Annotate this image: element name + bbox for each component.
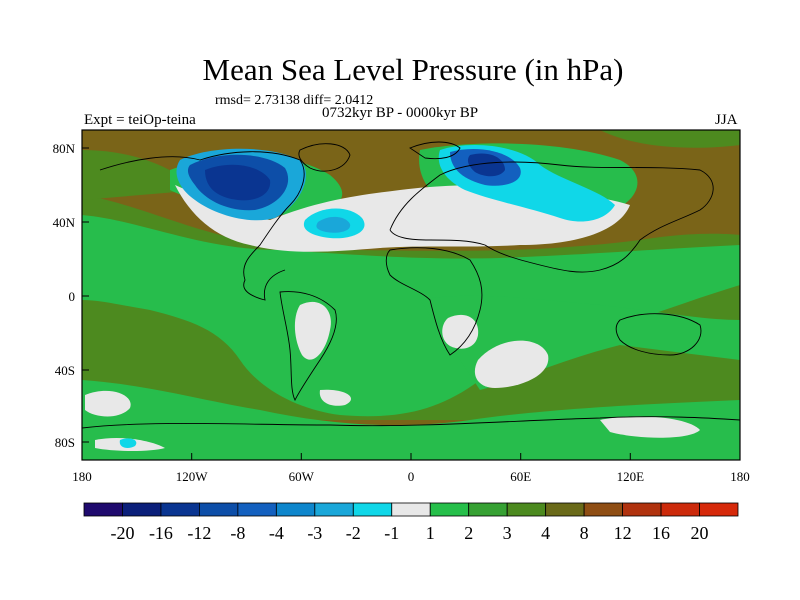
gray-south-atlantic bbox=[319, 389, 351, 406]
colorbar-swatch bbox=[122, 502, 162, 517]
map-area bbox=[82, 130, 740, 460]
stats-line: rmsd= 2.73138 diff= 2.0412 bbox=[215, 93, 374, 108]
colorbar-label: 12 bbox=[614, 523, 632, 543]
colorbar-swatch bbox=[699, 502, 739, 517]
colorbar-swatch bbox=[199, 502, 239, 517]
period-label: 0732kyr BP - 0000kyr BP bbox=[322, 105, 479, 121]
coast-north-america bbox=[99, 151, 305, 301]
colorbar-label: 1 bbox=[426, 523, 435, 543]
colorbar-label: 2 bbox=[464, 523, 473, 543]
colorbar-swatch bbox=[583, 502, 623, 517]
lat-label: 40S bbox=[55, 363, 75, 378]
coastlines bbox=[82, 141, 740, 429]
season-label: JJA bbox=[715, 112, 738, 128]
colorbar-label: -12 bbox=[187, 523, 211, 543]
green-southern-ocean bbox=[82, 380, 740, 460]
colorbar-swatch bbox=[314, 502, 354, 517]
deep-blue-eurasia bbox=[467, 153, 505, 177]
lat-label: 80S bbox=[55, 435, 75, 450]
coast-greenland bbox=[298, 143, 351, 172]
colorbar-label: 3 bbox=[503, 523, 512, 543]
colorbar-swatch bbox=[506, 502, 547, 517]
colorbar-swatch bbox=[275, 502, 316, 517]
coast-eurasia bbox=[389, 161, 714, 273]
coast-antarctica bbox=[82, 416, 740, 429]
colorbar: -20 -16 -12 -8 -4 -3 -2 -1 1 2 3 4 8 12 16 20 bbox=[83, 502, 739, 543]
colorbar-swatch bbox=[352, 502, 393, 517]
colorbar-label: -8 bbox=[230, 523, 245, 543]
colorbar-swatch bbox=[622, 502, 662, 517]
lon-label: 180 bbox=[730, 469, 750, 484]
colorbar-swatch bbox=[429, 502, 470, 517]
coast-australia bbox=[615, 313, 702, 356]
colorbar-swatch bbox=[660, 502, 700, 517]
longitude-axis: 180 120W 60W 0 60E 120E 180 bbox=[72, 453, 750, 484]
coast-scandinavia bbox=[409, 141, 461, 160]
lon-label: 60E bbox=[510, 469, 531, 484]
colorbar-label: -16 bbox=[149, 523, 173, 543]
blue-atlantic-core bbox=[316, 216, 351, 233]
experiment-label: Expt = teiOp-teina bbox=[84, 112, 196, 128]
latitude-axis: 80N 40N 0 40S 80S bbox=[53, 141, 89, 450]
green-belt bbox=[82, 215, 740, 417]
colorbar-swatch bbox=[83, 502, 123, 517]
chart-title: Mean Sea Level Pressure (in hPa) bbox=[202, 52, 624, 87]
gray-africa bbox=[442, 314, 479, 349]
colorbar-swatch bbox=[391, 502, 431, 517]
coast-africa bbox=[385, 247, 483, 356]
colorbar-swatch bbox=[237, 502, 277, 517]
gray-south-pacific-west bbox=[85, 390, 131, 417]
lat-label: 0 bbox=[69, 289, 76, 304]
colorbar-swatch bbox=[545, 502, 585, 517]
colorbar-label: 20 bbox=[691, 523, 709, 543]
colorbar-swatch bbox=[468, 502, 508, 517]
colorbar-label: -2 bbox=[346, 523, 361, 543]
lon-label: 60W bbox=[289, 469, 315, 484]
lon-label: 0 bbox=[408, 469, 415, 484]
colorbar-label: 16 bbox=[652, 523, 670, 543]
deepest-blue-north-america bbox=[205, 164, 271, 201]
gray-antarctic-east bbox=[600, 416, 700, 438]
lat-label: 80N bbox=[53, 141, 76, 156]
colorbar-swatch bbox=[160, 502, 200, 517]
lat-label: 40N bbox=[53, 215, 76, 230]
colorbar-label: 4 bbox=[541, 523, 550, 543]
lon-label: 180 bbox=[72, 469, 92, 484]
cyan-antarctic bbox=[119, 438, 137, 448]
lon-label: 120E bbox=[617, 469, 645, 484]
lon-label: 120W bbox=[176, 469, 209, 484]
colorbar-label: -3 bbox=[307, 523, 322, 543]
colorbar-label: -20 bbox=[110, 523, 134, 543]
colorbar-label: -1 bbox=[384, 523, 399, 543]
gray-south-indian bbox=[474, 340, 549, 388]
gray-south-america bbox=[294, 301, 331, 360]
colorbar-label: -4 bbox=[269, 523, 284, 543]
colorbar-label: 8 bbox=[580, 523, 589, 543]
coast-south-america bbox=[279, 291, 337, 402]
olive-patch-ne bbox=[600, 130, 740, 148]
